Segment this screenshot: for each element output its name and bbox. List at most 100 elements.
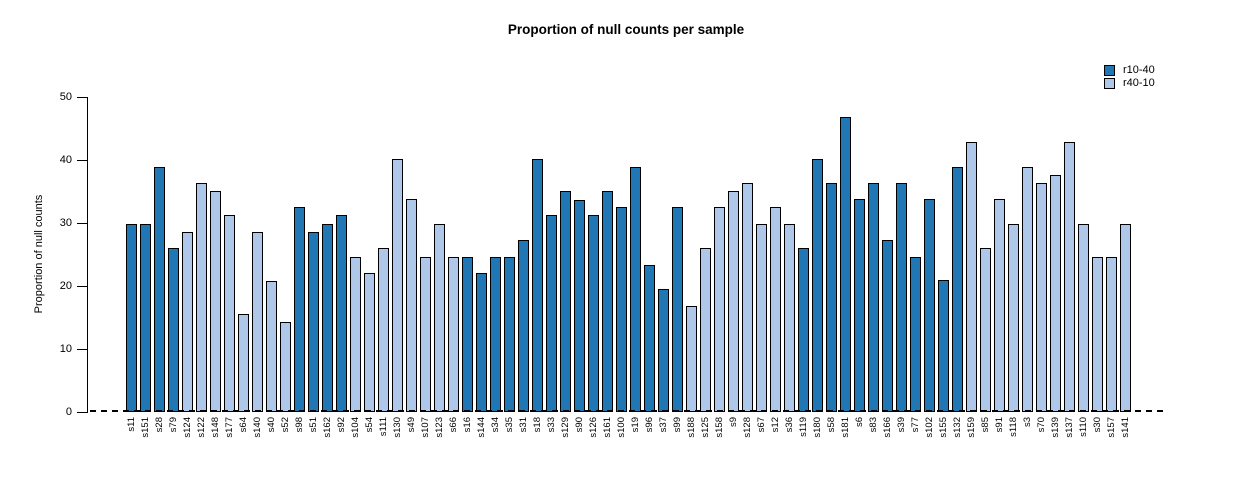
bar-s33 bbox=[546, 215, 557, 412]
y-tick-label-20: 20 bbox=[59, 280, 72, 292]
bar-s161 bbox=[602, 191, 613, 412]
y-axis-line bbox=[87, 97, 88, 413]
x-label-s3: s3 bbox=[1022, 417, 1033, 428]
bar-s157 bbox=[1106, 257, 1117, 412]
bar-s34 bbox=[490, 257, 501, 412]
y-tick-mark-40 bbox=[77, 160, 87, 161]
bar-s11 bbox=[126, 224, 137, 412]
bar-s129 bbox=[560, 191, 571, 412]
x-label-s162: s162 bbox=[322, 417, 333, 438]
x-label-s11: s11 bbox=[126, 417, 137, 432]
x-label-s64: s64 bbox=[238, 417, 249, 433]
x-label-s58: s58 bbox=[826, 417, 837, 433]
y-tick-label-0: 0 bbox=[65, 406, 72, 418]
x-label-s104: s104 bbox=[350, 417, 361, 438]
bar-s151 bbox=[140, 224, 151, 412]
y-tick-mark-10 bbox=[77, 349, 87, 350]
x-label-s159: s159 bbox=[966, 417, 977, 438]
x-label-s30: s30 bbox=[1092, 417, 1103, 433]
x-label-s181: s181 bbox=[840, 417, 851, 438]
bar-s18 bbox=[532, 159, 543, 412]
x-label-s177: s177 bbox=[224, 417, 235, 438]
bar-s30 bbox=[1092, 257, 1103, 412]
x-label-s100: s100 bbox=[616, 417, 627, 438]
x-label-s96: s96 bbox=[644, 417, 655, 433]
x-label-s125: s125 bbox=[700, 417, 711, 438]
bar-s3 bbox=[1022, 167, 1033, 412]
x-label-s49: s49 bbox=[406, 417, 417, 433]
bar-s111 bbox=[378, 248, 389, 412]
bar-s166 bbox=[882, 240, 893, 412]
bar-s12 bbox=[770, 207, 781, 412]
x-label-s157: s157 bbox=[1106, 417, 1117, 438]
x-label-s31: s31 bbox=[518, 417, 529, 433]
x-label-s161: s161 bbox=[602, 417, 613, 438]
x-label-s28: s28 bbox=[154, 417, 165, 433]
x-label-s111: s111 bbox=[378, 417, 389, 437]
bar-s6 bbox=[854, 199, 865, 412]
x-label-s90: s90 bbox=[574, 417, 585, 433]
x-label-s99: s99 bbox=[672, 417, 683, 433]
legend-item-r40-10: r40-10 bbox=[1104, 77, 1155, 90]
y-tick-label-10: 10 bbox=[59, 343, 72, 355]
bar-s100 bbox=[616, 207, 627, 412]
x-label-s155: s155 bbox=[938, 417, 949, 438]
bar-s52 bbox=[280, 322, 291, 412]
x-label-s141: s141 bbox=[1120, 417, 1131, 438]
x-label-s140: s140 bbox=[252, 417, 263, 438]
y-tick-mark-20 bbox=[77, 286, 87, 287]
y-tick-mark-30 bbox=[77, 223, 87, 224]
x-label-s128: s128 bbox=[742, 417, 753, 438]
x-label-s129: s129 bbox=[560, 417, 571, 438]
bar-s126 bbox=[588, 215, 599, 412]
x-label-s6: s6 bbox=[854, 417, 865, 428]
bar-s92 bbox=[336, 215, 347, 412]
x-label-s40: s40 bbox=[266, 417, 277, 433]
x-label-s188: s188 bbox=[686, 417, 697, 438]
x-label-s107: s107 bbox=[420, 417, 431, 438]
bar-s181 bbox=[840, 117, 851, 412]
x-label-s137: s137 bbox=[1064, 417, 1075, 438]
legend-swatch-r40-10 bbox=[1104, 78, 1115, 89]
x-label-s66: s66 bbox=[448, 417, 459, 433]
bar-s49 bbox=[406, 199, 417, 412]
y-tick-mark-0 bbox=[77, 412, 87, 413]
x-label-s9: s9 bbox=[728, 417, 739, 428]
bar-s159 bbox=[966, 142, 977, 412]
bar-s137 bbox=[1064, 142, 1075, 412]
x-label-s77: s77 bbox=[910, 417, 921, 433]
bar-s125 bbox=[700, 248, 711, 412]
y-tick-label-40: 40 bbox=[59, 154, 72, 166]
bar-s99 bbox=[672, 207, 683, 412]
bar-s28 bbox=[154, 167, 165, 412]
bar-s140 bbox=[252, 232, 263, 412]
x-label-s67: s67 bbox=[756, 417, 767, 433]
bar-s36 bbox=[784, 224, 795, 412]
x-label-s124: s124 bbox=[182, 417, 193, 438]
bar-s70 bbox=[1036, 183, 1047, 412]
x-label-s102: s102 bbox=[924, 417, 935, 438]
bar-s119 bbox=[798, 248, 809, 412]
bar-s98 bbox=[294, 207, 305, 412]
y-tick-label-30: 30 bbox=[59, 217, 72, 229]
bar-s118 bbox=[1008, 224, 1019, 412]
x-label-s119: s119 bbox=[798, 417, 809, 437]
bar-s64 bbox=[238, 314, 249, 412]
legend-label-r10-40: r10-40 bbox=[1123, 64, 1155, 76]
x-label-s34: s34 bbox=[490, 417, 501, 433]
x-label-s16: s16 bbox=[462, 417, 473, 433]
x-label-s148: s148 bbox=[210, 417, 221, 438]
bar-s37 bbox=[658, 289, 669, 412]
bar-s9 bbox=[728, 191, 739, 412]
chart-title: Proportion of null counts per sample bbox=[507, 22, 745, 37]
bar-s96 bbox=[644, 265, 655, 412]
bar-s66 bbox=[448, 257, 459, 412]
legend-swatch-r10-40 bbox=[1104, 65, 1115, 76]
x-label-s39: s39 bbox=[896, 417, 907, 433]
x-label-s70: s70 bbox=[1036, 417, 1047, 433]
bar-s180 bbox=[812, 159, 823, 412]
bar-s132 bbox=[952, 167, 963, 412]
x-label-s33: s33 bbox=[546, 417, 557, 433]
x-label-s98: s98 bbox=[294, 417, 305, 433]
